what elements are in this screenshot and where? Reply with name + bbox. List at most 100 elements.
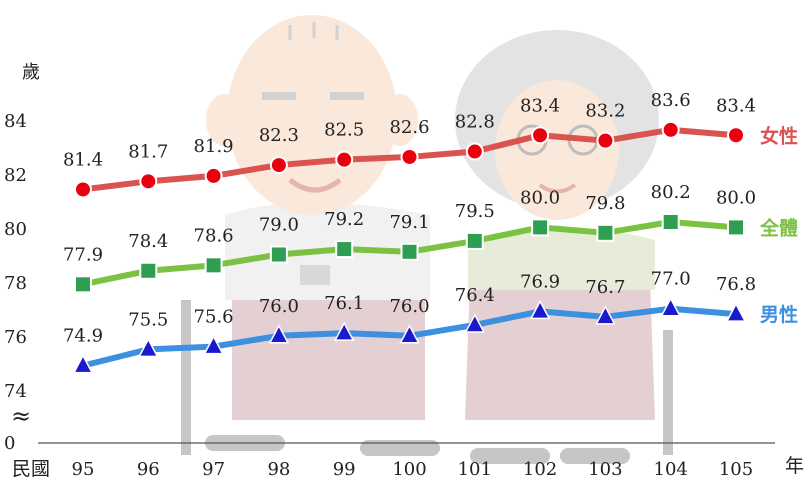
x-tick-label: 97 — [202, 459, 225, 480]
x-tick-label: 101 — [458, 459, 492, 480]
data-point-marker — [333, 321, 355, 341]
data-point-marker — [464, 313, 486, 333]
data-point-marker — [399, 324, 420, 344]
data-point-marker — [139, 261, 158, 280]
axis-break-symbol: ≈ — [11, 402, 31, 430]
data-point-marker — [660, 297, 681, 317]
data-point-marker — [465, 231, 484, 250]
x-axis-unit-label: 年 — [785, 455, 804, 477]
data-point-marker — [661, 212, 680, 231]
data-point-marker — [531, 126, 550, 145]
x-axis-prefix-label: 民國 — [12, 458, 50, 480]
x-tick-label: 98 — [267, 459, 290, 480]
data-label: 79.0 — [259, 215, 299, 236]
data-point-marker — [204, 166, 223, 185]
data-label: 76.9 — [520, 271, 560, 292]
x-tick-label: 104 — [654, 459, 688, 480]
y-tick-label: 0 — [4, 433, 15, 454]
data-label: 82.6 — [389, 117, 429, 138]
series-1: 81.4 81.7 81.9 82.3 82.5 82.6 82.8 83.4 83.2 83.6… — [63, 90, 798, 199]
data-label: 81.4 — [63, 149, 103, 170]
data-label: 80.0 — [716, 187, 756, 208]
x-tick-label: 105 — [719, 459, 753, 480]
series-name-label: 全體 — [759, 216, 798, 239]
data-point-marker — [269, 156, 288, 175]
x-axis: 95 96 97 98 99 100 101 102 103 104 105 — [38, 442, 775, 480]
data-point-marker — [529, 299, 551, 320]
data-label: 82.3 — [259, 125, 299, 146]
data-label: 83.4 — [716, 95, 756, 116]
data-label: 76.0 — [259, 296, 299, 317]
data-point-marker — [465, 142, 484, 161]
data-label: 76.1 — [324, 293, 364, 314]
data-point-marker — [139, 172, 158, 191]
data-label: 76.4 — [455, 285, 495, 306]
data-point-marker — [725, 302, 747, 322]
data-label: 76.7 — [585, 277, 625, 298]
y-tick-label: 80 — [4, 219, 27, 240]
data-label: 77.9 — [63, 244, 103, 265]
data-label: 80.2 — [651, 182, 691, 203]
x-tick-label: 103 — [588, 459, 622, 480]
x-tick-label: 102 — [523, 459, 557, 480]
data-point-marker — [269, 245, 288, 264]
data-point-marker — [203, 335, 224, 355]
data-point-marker — [727, 126, 745, 145]
elderly-couple-illustration — [181, 15, 673, 464]
data-label: 76.8 — [716, 274, 756, 295]
data-label: 79.8 — [585, 193, 625, 214]
data-point-marker — [596, 131, 615, 150]
x-tick-label: 99 — [333, 459, 356, 480]
data-point-marker — [727, 218, 745, 237]
data-point-marker — [595, 305, 616, 325]
series-name-label: 男性 — [760, 303, 798, 326]
data-point-marker — [661, 120, 680, 139]
data-point-marker — [138, 337, 159, 358]
y-tick-label: 84 — [4, 111, 27, 132]
data-point-marker — [335, 150, 354, 169]
y-tick-label: 76 — [4, 327, 27, 348]
data-label: 75.6 — [194, 307, 234, 328]
data-point-marker — [72, 354, 94, 374]
data-label: 78.4 — [128, 231, 168, 252]
data-label: 79.2 — [324, 209, 364, 230]
data-point-marker — [400, 147, 419, 166]
data-label: 76.0 — [389, 296, 429, 317]
data-label: 82.5 — [324, 120, 364, 141]
series-name-label: 女性 — [760, 124, 798, 147]
data-label: 79.5 — [455, 201, 495, 222]
data-point-marker — [596, 223, 615, 242]
data-point-marker — [74, 275, 92, 294]
data-point-marker — [268, 324, 290, 344]
data-point-marker — [400, 242, 419, 261]
data-label: 74.9 — [63, 326, 103, 347]
data-label: 77.0 — [651, 269, 691, 290]
y-tick-label: 74 — [4, 381, 27, 402]
data-label: 83.4 — [520, 95, 560, 116]
data-label: 82.8 — [455, 112, 495, 133]
data-label: 80.0 — [520, 187, 560, 208]
x-tick-label: 95 — [72, 459, 95, 480]
x-tick-label: 100 — [392, 459, 426, 480]
y-tick-label: 82 — [4, 165, 27, 186]
data-label: 83.2 — [585, 101, 625, 122]
data-label: 79.1 — [389, 212, 429, 233]
y-axis-ticks: 84 82 80 78 76 74 0 — [4, 111, 27, 454]
data-label: 81.7 — [128, 141, 168, 162]
data-point-marker — [204, 256, 223, 275]
data-point-marker — [531, 218, 550, 237]
y-tick-label: 78 — [4, 273, 27, 294]
x-tick-label: 96 — [137, 459, 160, 480]
data-label: 78.6 — [194, 225, 234, 246]
series-layer: 81.4 81.7 81.9 82.3 82.5 82.6 82.8 83.4 83.2 83.6… — [63, 90, 798, 374]
series-3: 74.9 75.5 75.6 76.0 76.1 76.0 76.4 76.9 76.7 77.0… — [63, 269, 798, 374]
data-point-marker — [335, 240, 354, 259]
y-axis-unit-label: 歲 — [22, 62, 40, 83]
data-point-marker — [74, 180, 92, 199]
data-label: 75.5 — [128, 309, 168, 330]
data-label: 81.9 — [194, 136, 234, 157]
series-2: 77.9 78.4 78.6 79.0 79.2 79.1 79.5 80.0 79.8 80.2… — [63, 182, 798, 294]
data-label: 83.6 — [651, 90, 691, 111]
